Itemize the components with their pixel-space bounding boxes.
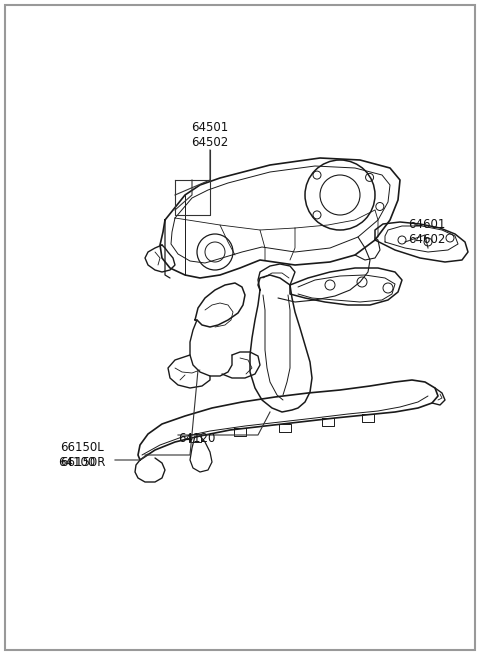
Text: 66150L
66150R: 66150L 66150R: [60, 441, 106, 469]
Text: 64120: 64120: [178, 432, 216, 445]
Text: 64501
64502: 64501 64502: [192, 121, 228, 149]
Text: 64601
64602: 64601 64602: [408, 218, 445, 246]
Text: 64100: 64100: [58, 455, 95, 468]
